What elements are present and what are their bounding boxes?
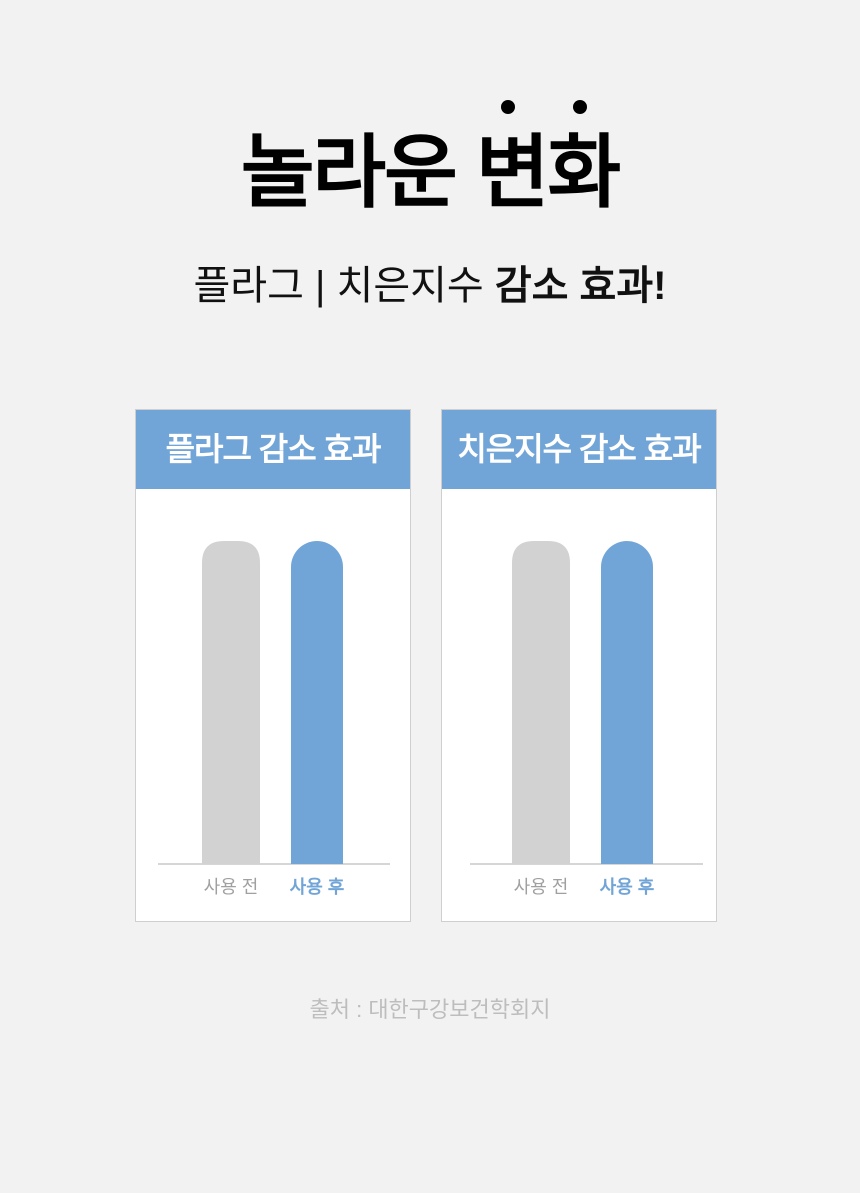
chart-title: 플라그 감소 효과 bbox=[136, 410, 410, 489]
chart-gingival: 사용 전 사용 후 bbox=[470, 541, 703, 897]
subtitle-regular: 플라그 | 치은지수 bbox=[193, 264, 484, 308]
bar-after bbox=[291, 541, 343, 864]
page-title: 놀라운 변화 bbox=[240, 128, 621, 217]
subtitle-bold: 감소 효과! bbox=[494, 264, 667, 308]
category-label: 사용 전 bbox=[204, 877, 259, 897]
page-subtitle: 플라그 | 치은지수 감소 효과! bbox=[0, 258, 860, 314]
bar-after bbox=[601, 541, 653, 864]
category-label: 사용 전 bbox=[514, 877, 569, 897]
chart-card-plaque: 플라그 감소 효과 사용 전 사용 후 bbox=[135, 409, 411, 922]
emphasis-dot bbox=[501, 100, 515, 114]
bar-before bbox=[202, 541, 260, 864]
chart-card-gingival: 치은지수 감소 효과 사용 전 사용 후 bbox=[441, 409, 717, 922]
chart-title: 치은지수 감소 효과 bbox=[442, 410, 716, 489]
bar-before bbox=[512, 541, 570, 864]
chart-plaque: 사용 전 사용 후 bbox=[158, 541, 390, 897]
category-label: 사용 후 bbox=[600, 877, 655, 897]
emphasis-dot bbox=[573, 100, 587, 114]
source-note: 출처 : 대한구강보건학회지 bbox=[309, 997, 551, 1022]
category-label: 사용 후 bbox=[290, 877, 345, 897]
